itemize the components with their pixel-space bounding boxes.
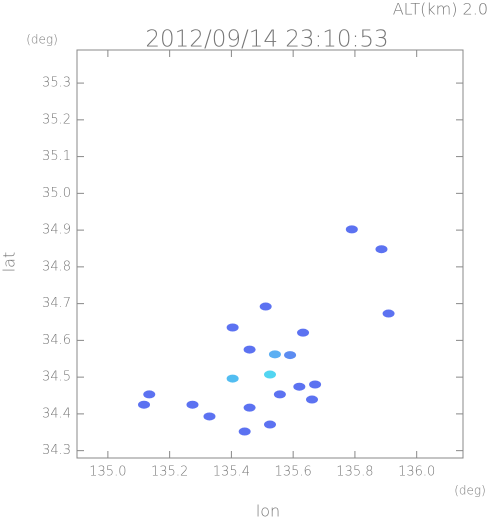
y-tick-label: 35.0 (42, 186, 71, 201)
echo (138, 400, 151, 409)
x-tick-label: 135.2 (151, 465, 188, 480)
echo (273, 390, 286, 399)
y-tick-label: 34.9 (42, 223, 71, 238)
y-tick-label: 35.2 (42, 112, 71, 127)
echo (226, 323, 239, 332)
y-tick-label: 34.8 (42, 259, 71, 274)
y-tick-label: 34.7 (42, 296, 71, 311)
echo (186, 400, 199, 409)
echo (238, 427, 251, 436)
echo (268, 350, 281, 359)
echo (293, 382, 306, 391)
y-tick-label: 34.5 (42, 370, 71, 385)
x-tick-label: 135.0 (89, 465, 126, 480)
echo (203, 412, 216, 421)
echo (375, 245, 388, 254)
altitude-label: ALT(km) 2.0 (393, 0, 488, 19)
x-tick-label: 135.6 (275, 465, 312, 480)
y-tick-label: 34.3 (42, 443, 71, 458)
echo (345, 225, 358, 234)
echo (309, 380, 322, 389)
y-unit: (deg) (26, 33, 58, 47)
y-tick-label: 34.4 (42, 406, 71, 421)
echo (226, 374, 239, 383)
echo (284, 351, 297, 360)
echo (305, 395, 318, 404)
echo (259, 302, 272, 311)
echo (382, 309, 395, 318)
chart-title: 2012/09/14 23:10:53 (145, 27, 388, 53)
y-tick-label: 35.3 (42, 76, 71, 91)
x-tick-label: 136.0 (398, 465, 435, 480)
x-tick-label: 135.8 (336, 465, 373, 480)
echo (143, 390, 156, 399)
x-unit: (deg) (454, 484, 486, 498)
plot-frame (76, 49, 464, 459)
x-tick-label: 135.4 (213, 465, 250, 480)
echo (243, 403, 256, 412)
echo (243, 345, 256, 354)
y-tick-label: 35.1 (42, 149, 71, 164)
y-tick-label: 34.6 (42, 333, 71, 348)
echo (264, 370, 276, 379)
y-axis-title: lat (0, 252, 19, 273)
echo (264, 420, 276, 429)
echo (297, 328, 310, 337)
x-axis-title: lon (256, 502, 280, 521)
